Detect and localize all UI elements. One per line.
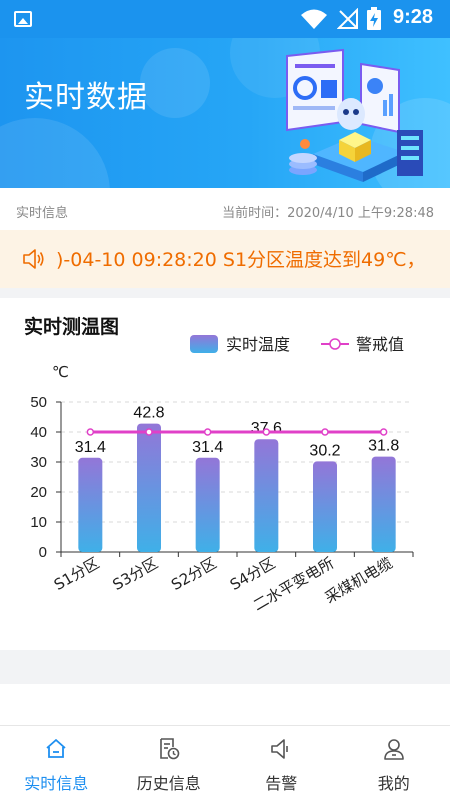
history-icon xyxy=(159,738,180,760)
tab-label: 实时信息 xyxy=(24,774,89,793)
tab-alarm[interactable]: 告警 xyxy=(225,726,338,800)
chart-card: 实时测温图 01020304050℃31.442.831.437.630.231… xyxy=(0,298,450,650)
status-bar: 9:28 xyxy=(0,0,450,38)
bar-value-label: 42.8 xyxy=(133,405,164,422)
realtime-info-label: 实时信息 xyxy=(16,206,69,221)
tab-mine[interactable]: 我的 xyxy=(338,726,450,800)
home-icon xyxy=(46,739,66,758)
info-row: 实时信息 当前时间：2020/4/10 上午9:28:48 xyxy=(0,188,450,230)
speaker-icon xyxy=(23,249,44,269)
alert-text: )-04-10 09:28:20 S1分区温度达到49℃， xyxy=(56,249,426,271)
bottom-tab-bar: 实时信息 历史信息 告警 我的 xyxy=(0,725,450,800)
y-tick-label: 30 xyxy=(30,454,47,471)
y-tick-label: 20 xyxy=(30,484,47,501)
warning-point xyxy=(86,428,95,436)
x-category-label: S1分区 xyxy=(51,554,103,594)
bar xyxy=(78,457,103,552)
empty-panel xyxy=(0,684,450,726)
x-category-label: S3分区 xyxy=(109,554,161,594)
warning-point xyxy=(379,428,388,436)
wifi-icon xyxy=(301,9,327,29)
current-time-label: 当前时间：2020/4/10 上午9:28:48 xyxy=(222,206,434,221)
bar-value-label: 30.2 xyxy=(309,442,340,459)
x-category-label: 采煤机电缆 xyxy=(322,554,396,607)
y-tick-label: 0 xyxy=(39,544,47,561)
tab-label: 历史信息 xyxy=(136,774,201,793)
image-notification-icon xyxy=(14,11,32,27)
status-time: 9:28 xyxy=(393,6,434,28)
tab-label: 我的 xyxy=(377,774,410,793)
y-axis-unit: ℃ xyxy=(52,363,69,381)
header-banner: 实时数据 xyxy=(0,38,450,188)
legend-bar-label: 实时温度 xyxy=(226,335,290,354)
warning-point xyxy=(262,428,271,436)
tab-realtime[interactable]: 实时信息 xyxy=(0,726,113,800)
temperature-chart: 01020304050℃31.442.831.437.630.231.8S1分区… xyxy=(30,335,414,614)
warning-point xyxy=(203,428,212,436)
legend-line-label: 警戒值 xyxy=(356,335,404,354)
x-category-label: S2分区 xyxy=(168,554,220,594)
bar xyxy=(137,423,161,552)
bar xyxy=(195,457,220,552)
bar xyxy=(371,456,396,552)
bar xyxy=(254,439,279,552)
legend-line-marker xyxy=(329,338,341,350)
warning-point xyxy=(321,428,329,436)
bar-value-label: 31.4 xyxy=(75,439,106,456)
data-center-illustration xyxy=(286,48,423,182)
page-title: 实时数据 xyxy=(24,80,148,115)
no-signal-icon xyxy=(337,8,358,29)
battery-charging-icon xyxy=(367,7,381,30)
tab-history[interactable]: 历史信息 xyxy=(113,726,226,800)
legend-bar-swatch xyxy=(190,335,218,353)
bar-value-label: 31.4 xyxy=(192,439,223,456)
alert-banner[interactable]: )-04-10 09:28:20 S1分区温度达到49℃， xyxy=(0,230,450,288)
user-icon xyxy=(383,739,404,760)
tab-label: 告警 xyxy=(265,774,298,793)
y-tick-label: 10 xyxy=(30,514,47,531)
y-tick-label: 40 xyxy=(30,424,47,441)
bar xyxy=(313,461,337,552)
y-tick-label: 50 xyxy=(30,394,47,411)
warning-point xyxy=(145,428,153,436)
alarm-icon xyxy=(271,739,289,759)
bar-value-label: 31.8 xyxy=(368,438,399,455)
chart-title: 实时测温图 xyxy=(24,316,120,338)
